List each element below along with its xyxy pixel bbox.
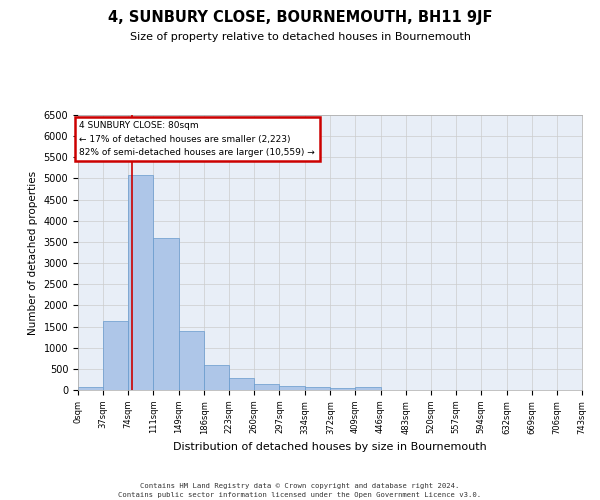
Bar <box>103 322 128 390</box>
Bar <box>355 387 380 390</box>
Bar <box>179 331 204 390</box>
Y-axis label: Number of detached properties: Number of detached properties <box>28 170 38 334</box>
Bar <box>229 378 254 390</box>
Bar <box>280 386 305 390</box>
Text: 4, SUNBURY CLOSE, BOURNEMOUTH, BH11 9JF: 4, SUNBURY CLOSE, BOURNEMOUTH, BH11 9JF <box>108 10 492 25</box>
Text: Size of property relative to detached houses in Bournemouth: Size of property relative to detached ho… <box>130 32 470 42</box>
Bar <box>331 388 355 390</box>
Bar <box>254 384 280 390</box>
Bar <box>305 386 331 390</box>
Bar <box>78 387 103 390</box>
Text: Contains HM Land Registry data © Crown copyright and database right 2024.
Contai: Contains HM Land Registry data © Crown c… <box>118 483 482 498</box>
Text: 4 SUNBURY CLOSE: 80sqm
← 17% of detached houses are smaller (2,223)
82% of semi-: 4 SUNBURY CLOSE: 80sqm ← 17% of detached… <box>79 122 315 156</box>
Bar <box>204 366 229 390</box>
Bar <box>128 176 153 390</box>
X-axis label: Distribution of detached houses by size in Bournemouth: Distribution of detached houses by size … <box>173 442 487 452</box>
Bar <box>153 238 179 390</box>
